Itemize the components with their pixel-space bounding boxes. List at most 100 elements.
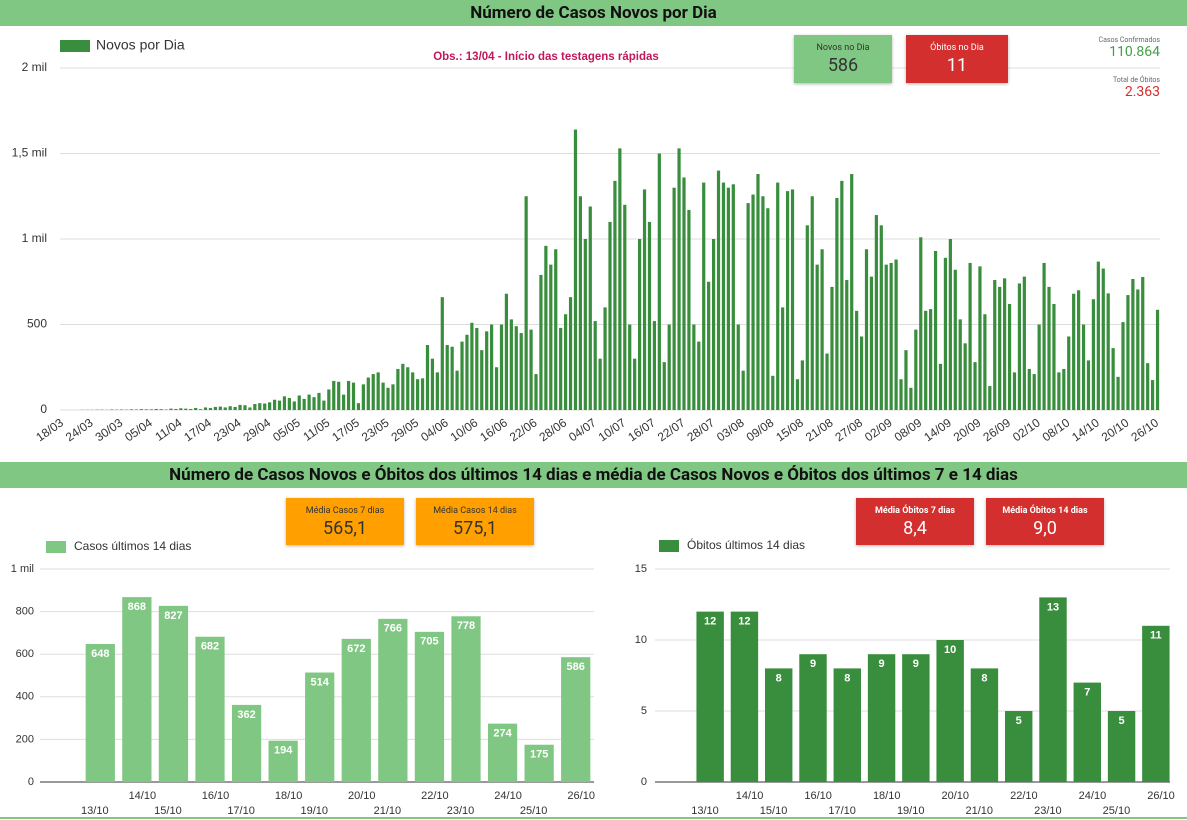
data-label: 9 — [879, 658, 885, 670]
bar — [869, 276, 874, 410]
bar — [282, 396, 287, 410]
bar — [583, 239, 587, 410]
bar — [973, 362, 977, 410]
bar — [647, 221, 652, 410]
bar — [943, 257, 948, 410]
bar — [741, 370, 745, 410]
bar — [682, 177, 686, 410]
bar — [588, 206, 592, 410]
data-label: 194 — [274, 745, 293, 757]
bar — [618, 148, 622, 410]
kpi-value: 8,4 — [903, 518, 927, 539]
y-tick-label: 500 — [27, 317, 47, 331]
bar — [1007, 303, 1012, 410]
bar — [351, 382, 356, 410]
bar — [867, 654, 896, 782]
bar — [539, 274, 543, 410]
x-tick-label: 21/10 — [966, 805, 994, 817]
bar — [455, 370, 459, 410]
bar — [120, 409, 124, 410]
bar — [968, 262, 972, 410]
x-tick-label: 14/09 — [921, 415, 954, 444]
bar — [1032, 374, 1036, 410]
kpi-label: Média Óbitos 14 dias — [1002, 506, 1088, 516]
data-label: 13 — [1047, 601, 1059, 613]
bar — [1096, 261, 1100, 410]
kpi-card: Média Óbitos 7 dias 8,4 — [856, 498, 974, 545]
y-tick-label: 1,5 mil — [12, 146, 47, 160]
bar — [726, 187, 730, 410]
bar — [223, 407, 227, 410]
bar — [361, 384, 365, 410]
bar — [628, 324, 632, 410]
bar — [692, 324, 696, 410]
kpi-card: Novos no Dia 586 — [794, 35, 892, 83]
x-tick-label: 22/10 — [421, 790, 449, 802]
section-header: Número de Casos Novos por Dia — [0, 0, 1187, 26]
bar — [988, 386, 992, 410]
x-tick-label: 16/10 — [202, 790, 230, 802]
bar — [1141, 276, 1145, 410]
bar — [475, 327, 479, 410]
x-tick-label: 24/03 — [63, 415, 96, 444]
kpi-value: 110.864 — [1109, 44, 1160, 60]
bar — [327, 389, 331, 410]
bar — [1052, 303, 1056, 410]
bar — [158, 605, 189, 782]
bar — [122, 597, 152, 782]
bar — [287, 398, 291, 410]
data-label: 175 — [530, 749, 548, 761]
bar — [159, 409, 163, 410]
bar — [884, 264, 888, 410]
x-tick-label: 10/07 — [596, 415, 629, 444]
data-label: 5 — [1016, 715, 1022, 727]
x-tick-label: 20/10 — [942, 790, 970, 802]
bar — [677, 148, 681, 410]
x-tick-label: 17/05 — [329, 415, 362, 444]
bar — [938, 363, 943, 410]
bar — [134, 409, 139, 410]
kpi-label: Óbitos no Dia — [930, 43, 984, 53]
bar — [850, 174, 854, 410]
x-tick-label: 29/04 — [241, 415, 274, 444]
bar — [1005, 711, 1033, 782]
bar — [721, 182, 726, 410]
data-label: 705 — [420, 636, 438, 648]
bar — [805, 225, 809, 410]
y-tick-label: 600 — [16, 648, 34, 660]
x-tick-label: 25/10 — [520, 805, 548, 817]
x-tick-label: 05/05 — [270, 415, 303, 444]
kpi-card: Média Óbitos 14 dias 9,0 — [986, 498, 1104, 545]
x-tick-label: 26/10 — [1128, 415, 1161, 444]
bar — [1017, 283, 1022, 410]
bar — [549, 264, 553, 410]
bar — [746, 203, 750, 410]
kpi-label: Total de Óbitos — [1112, 76, 1160, 84]
bar — [697, 341, 701, 410]
x-tick-label: 20/09 — [951, 415, 984, 444]
x-tick-label: 13/10 — [691, 805, 719, 817]
bar — [598, 358, 602, 410]
data-label: 682 — [201, 641, 219, 653]
bar — [687, 209, 691, 410]
annotation: Obs.: 13/04 - Início das testagens rápid… — [433, 51, 659, 63]
bar — [85, 643, 115, 782]
bar — [1111, 348, 1115, 410]
x-tick-label: 15/08 — [773, 415, 806, 444]
x-tick-label: 10/06 — [448, 415, 481, 444]
bar — [993, 280, 997, 410]
bar — [716, 170, 721, 410]
bar — [953, 269, 957, 410]
x-tick-label: 17/10 — [227, 805, 255, 817]
legend-swatch — [659, 540, 679, 552]
data-label: 586 — [567, 661, 585, 673]
bar — [815, 264, 819, 410]
bar — [919, 237, 923, 410]
x-tick-label: 16/07 — [625, 415, 658, 444]
legend-label: Novos por Dia — [96, 37, 185, 53]
y-tick-label: 15 — [635, 563, 647, 575]
x-tick-label: 19/10 — [300, 805, 328, 817]
x-tick-label: 02/09 — [862, 415, 895, 444]
x-tick-label: 11/04 — [152, 415, 184, 443]
